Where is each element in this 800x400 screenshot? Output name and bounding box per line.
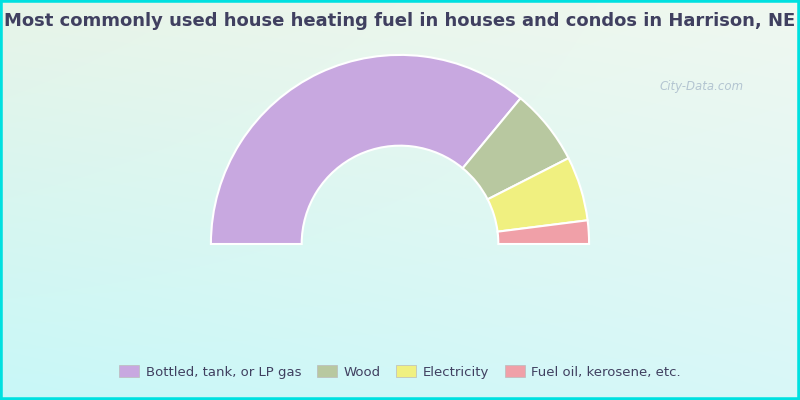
Wedge shape (498, 220, 589, 244)
Legend: Bottled, tank, or LP gas, Wood, Electricity, Fuel oil, kerosene, etc.: Bottled, tank, or LP gas, Wood, Electric… (114, 360, 686, 384)
Wedge shape (488, 158, 587, 232)
Text: City-Data.com: City-Data.com (660, 80, 744, 93)
Wedge shape (211, 55, 521, 244)
Text: Most commonly used house heating fuel in houses and condos in Harrison, NE: Most commonly used house heating fuel in… (4, 12, 796, 30)
Wedge shape (462, 98, 569, 199)
